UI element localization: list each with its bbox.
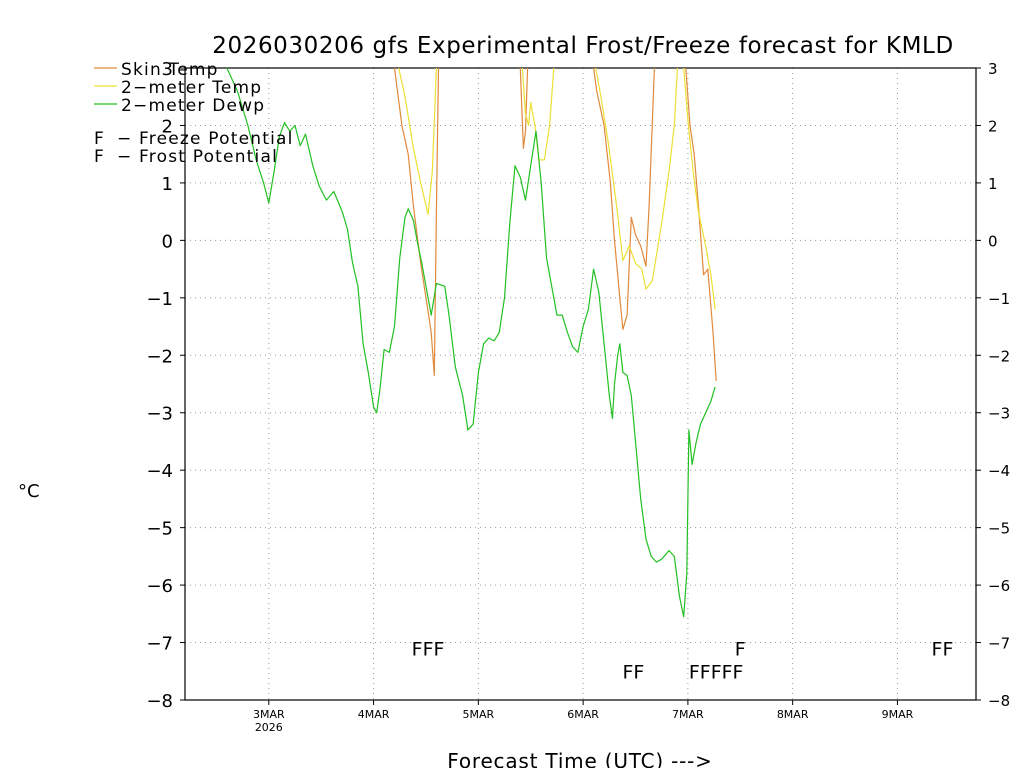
x-tick-label: 6MAR [567,708,599,721]
y-tick-label-left: 2 [162,116,173,137]
freeze-flag: FFFFF [689,661,744,683]
series-lines [226,67,717,618]
series-line-skin-temp [393,67,440,376]
y-tick-label-right: 3 [988,60,998,78]
y-tick-label-right: −5 [988,520,1010,538]
y-tick-label-right: −7 [988,635,1010,653]
x-tick-label: 4MAR [358,708,390,721]
x-tick-label: 8MAR [777,708,809,721]
freeze-flag: FF [622,661,644,683]
y-axis-right: 3 2 1 0 −1 −2 −3 −4 −5 −6 −7 −8 [976,60,1010,710]
legend-frost-letter: F [94,147,105,167]
chart-title: 2026030206 gfs Experimental Frost/Freeze… [212,33,954,59]
legend-freeze-letter: F [94,129,105,149]
y-tick-label-left: −8 [146,691,173,712]
y-tick-label-right: 0 [988,232,998,250]
grid-lines [185,68,976,700]
x-axis-label: Forecast Time (UTC) ---> [447,749,713,768]
y-tick-label-right: −8 [988,692,1010,710]
frost-flag: FF [932,638,954,660]
y-tick-label-left: −2 [146,346,173,367]
series-line-2-meter-temp [683,67,716,310]
y-tick-label-right: 2 [988,117,998,135]
x-tick-label: 7MAR [672,708,704,721]
legend-freeze-label: − Freeze Potential [117,129,294,149]
series-line-2-meter-dewp [226,67,716,618]
legend: Skin Temp 2−meter Temp 2−meter Dewp F − … [94,60,294,167]
y-tick-label-left: −3 [146,404,173,425]
x-tick-sublabel: 2026 [255,721,283,734]
series-line-2-meter-temp [521,67,555,161]
y-tick-label-right: −4 [988,462,1010,480]
frost-flag: FFF [412,638,445,660]
y-tick-label-right: −6 [988,577,1010,595]
series-line-2-meter-temp [398,67,437,216]
y-tick-label-left: 1 [162,174,173,195]
y-tick-label-right: −2 [988,347,1010,365]
y-tick-label-right: 1 [988,175,998,193]
series-line-skin-temp [519,67,529,149]
x-tick-label: 3MAR [253,708,285,721]
legend-label-2m-temp: 2−meter Temp [121,78,262,98]
y-tick-label-left: −4 [146,461,173,482]
legend-label-skin-temp: Skin Temp [121,60,219,80]
y-tick-label-left: 3 [162,59,173,80]
y-axis-label: °C [18,481,40,502]
x-tick-label: 5MAR [463,708,495,721]
series-line-skin-temp [593,67,655,330]
y-tick-label-left: −1 [146,289,173,310]
series-line-skin-temp [685,67,717,382]
legend-label-2m-dewp: 2−meter Dewp [121,96,265,116]
y-tick-label-left: 0 [162,231,173,252]
y-tick-label-left: −7 [146,634,173,655]
y-tick-label-right: −3 [988,405,1010,423]
y-tick-label-left: −6 [146,576,173,597]
frost-flag: F [735,638,746,660]
y-tick-label-right: −1 [988,290,1010,308]
x-tick-label: 9MAR [882,708,914,721]
series-line-2-meter-temp [595,67,678,290]
legend-frost-label: − Frost Potential [117,147,278,167]
plot-frame [184,67,977,701]
y-tick-label-left: −5 [146,519,173,540]
y-axis-left: 3 2 1 0 −1 −2 −3 −4 −5 −6 −7 −8 [146,59,185,712]
